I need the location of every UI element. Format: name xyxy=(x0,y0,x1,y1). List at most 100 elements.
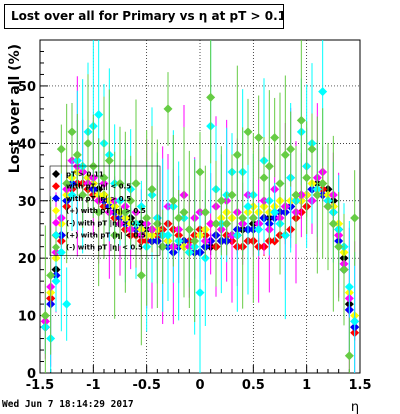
data-point xyxy=(115,179,125,189)
y-tick-label: 50 xyxy=(18,80,36,95)
x-tick-label: 0.5 xyxy=(242,378,265,393)
data-point xyxy=(56,247,66,257)
legend-marker xyxy=(52,206,60,215)
data-point xyxy=(318,179,328,189)
data-point xyxy=(51,276,61,286)
data-point xyxy=(174,213,184,223)
legend-label: (+) with pT |η| > 0.5 xyxy=(66,207,146,216)
data-point xyxy=(40,311,50,321)
data-point xyxy=(254,224,264,234)
x-tick-label: -1.5 xyxy=(26,378,54,393)
data-point xyxy=(120,207,130,217)
data-point xyxy=(286,144,296,154)
data-point xyxy=(291,190,301,200)
data-point xyxy=(280,150,290,160)
data-point xyxy=(195,167,205,177)
data-point xyxy=(46,270,56,280)
data-point xyxy=(259,173,269,183)
x-tick-label: 1.5 xyxy=(348,378,371,393)
data-point xyxy=(131,179,141,189)
x-axis-title: η xyxy=(351,400,359,414)
data-point xyxy=(264,161,274,171)
data-point xyxy=(56,144,66,154)
legend-label: (-) with pT |η| < 0.5 xyxy=(66,244,143,253)
data-point xyxy=(270,133,280,143)
data-point xyxy=(318,87,328,97)
data-point xyxy=(206,219,216,229)
data-point xyxy=(72,150,82,160)
legend-label: with pT |η| > 0.5 xyxy=(66,195,131,204)
data-point xyxy=(296,115,306,125)
x-tick-label: -0.5 xyxy=(132,378,160,393)
legend-label: pT > 0.11 xyxy=(66,171,104,179)
data-point xyxy=(350,316,360,326)
y-tick-label: 0 xyxy=(27,367,36,382)
data-point xyxy=(280,230,290,240)
data-point xyxy=(88,161,98,171)
data-point xyxy=(344,351,354,361)
legend-label: (+) with pT |η| < 0.5 xyxy=(66,232,146,241)
data-point xyxy=(344,282,354,292)
datestamp: Wed Jun 7 18:14:29 2017 xyxy=(2,399,134,410)
data-point xyxy=(158,242,168,252)
data-point xyxy=(147,184,157,194)
y-axis-title: Lost over all (%) xyxy=(7,44,23,173)
data-point xyxy=(211,219,221,229)
legend-marker xyxy=(52,243,60,252)
data-point xyxy=(339,265,349,275)
x-tick-label: 1 xyxy=(302,378,311,393)
data-point xyxy=(195,288,205,298)
data-point xyxy=(62,179,72,189)
data-point xyxy=(238,213,248,223)
chart-title: Lost over all for Primary vs η at pT > 0… xyxy=(4,4,284,29)
data-point xyxy=(110,230,120,240)
y-tick-label: 40 xyxy=(18,137,36,152)
data-point xyxy=(275,179,285,189)
data-point xyxy=(312,190,322,200)
legend-box xyxy=(49,165,161,256)
data-point xyxy=(227,190,237,200)
y-tick-label: 20 xyxy=(18,252,36,267)
data-point xyxy=(163,230,173,240)
data-point xyxy=(67,190,77,200)
legend-marker xyxy=(52,170,60,178)
data-point xyxy=(248,213,258,223)
data-point xyxy=(94,207,104,217)
y-tick-label: 10 xyxy=(18,310,36,325)
data-point xyxy=(184,224,194,234)
data-point xyxy=(142,213,152,223)
data-point xyxy=(216,196,226,206)
data-point xyxy=(232,150,242,160)
data-point xyxy=(152,219,162,229)
data-point xyxy=(270,207,280,217)
legend-marker xyxy=(52,218,60,227)
x-tick-label: 0 xyxy=(195,378,204,393)
legend-marker xyxy=(52,182,60,191)
data-point xyxy=(190,236,200,246)
data-point xyxy=(168,196,178,206)
data-point xyxy=(243,127,253,137)
data-point xyxy=(179,207,189,217)
data-point xyxy=(350,213,360,223)
legend-label: with pT |η| < 0.5 xyxy=(66,183,131,192)
legend-marker xyxy=(52,194,60,203)
data-point xyxy=(83,138,93,148)
data-point xyxy=(200,207,210,217)
data-point xyxy=(302,173,312,183)
series-6 xyxy=(40,40,360,373)
data-point xyxy=(254,133,264,143)
data-point xyxy=(222,219,232,229)
data-point xyxy=(67,127,77,137)
data-point xyxy=(78,190,88,200)
legend-label: (-) with pT |η| > 0.5 xyxy=(66,219,143,228)
data-point xyxy=(126,196,136,206)
y-tick-label: 30 xyxy=(18,195,36,210)
data-point xyxy=(99,173,109,183)
data-point xyxy=(94,110,104,120)
x-tick-label: -1 xyxy=(86,378,100,393)
data-point xyxy=(243,202,253,211)
data-point xyxy=(328,219,338,229)
legend-marker xyxy=(52,231,60,239)
data-point xyxy=(206,92,216,102)
